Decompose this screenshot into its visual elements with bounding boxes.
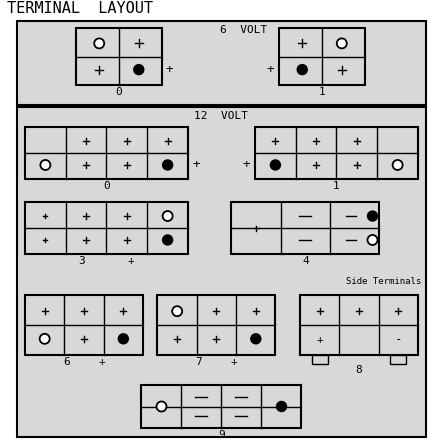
Circle shape (163, 235, 173, 245)
Circle shape (276, 401, 287, 412)
Text: 8: 8 (356, 365, 362, 375)
Circle shape (40, 160, 51, 170)
Circle shape (368, 211, 377, 221)
Text: 1: 1 (319, 87, 325, 97)
Text: 0: 0 (116, 87, 122, 97)
Text: 0: 0 (103, 181, 110, 191)
Circle shape (297, 65, 307, 74)
Text: +: + (316, 335, 323, 345)
Bar (25, 202, 188, 254)
Bar (17, 107, 426, 437)
Circle shape (40, 334, 50, 344)
Text: 6: 6 (63, 357, 70, 367)
Text: +: + (98, 357, 105, 367)
Circle shape (172, 306, 182, 316)
Text: +: + (166, 63, 174, 76)
Circle shape (270, 160, 280, 170)
Text: +: + (267, 63, 274, 76)
Circle shape (251, 334, 261, 344)
Bar (232, 202, 380, 254)
Text: Side Terminals: Side Terminals (346, 277, 421, 286)
Circle shape (156, 401, 167, 412)
Bar (279, 28, 365, 85)
Bar (158, 295, 276, 355)
Text: 6  VOLT: 6 VOLT (220, 25, 267, 35)
Circle shape (392, 160, 403, 170)
Bar (25, 295, 143, 355)
Circle shape (368, 235, 377, 245)
Bar (390, 355, 406, 364)
Text: 3: 3 (79, 256, 85, 266)
Text: -: - (395, 333, 402, 346)
Text: +: + (128, 256, 134, 266)
Bar (312, 355, 328, 364)
Circle shape (94, 39, 104, 48)
Bar (76, 28, 162, 85)
Bar (25, 127, 188, 179)
Bar (300, 295, 418, 355)
Circle shape (118, 334, 128, 344)
Text: +: + (231, 357, 237, 367)
Text: +: + (193, 159, 201, 171)
Bar (255, 127, 418, 179)
Text: TERMINAL  LAYOUT: TERMINAL LAYOUT (7, 1, 153, 16)
Text: +: + (242, 159, 250, 171)
Text: 7: 7 (195, 357, 202, 367)
Text: 9: 9 (218, 430, 225, 440)
Circle shape (163, 211, 173, 221)
Text: 4: 4 (302, 256, 309, 266)
Bar (141, 385, 302, 428)
Text: 1: 1 (333, 181, 340, 191)
Text: 12  VOLT: 12 VOLT (194, 111, 249, 121)
Circle shape (163, 160, 173, 170)
Circle shape (337, 39, 347, 48)
Circle shape (134, 65, 144, 74)
Bar (17, 21, 426, 105)
